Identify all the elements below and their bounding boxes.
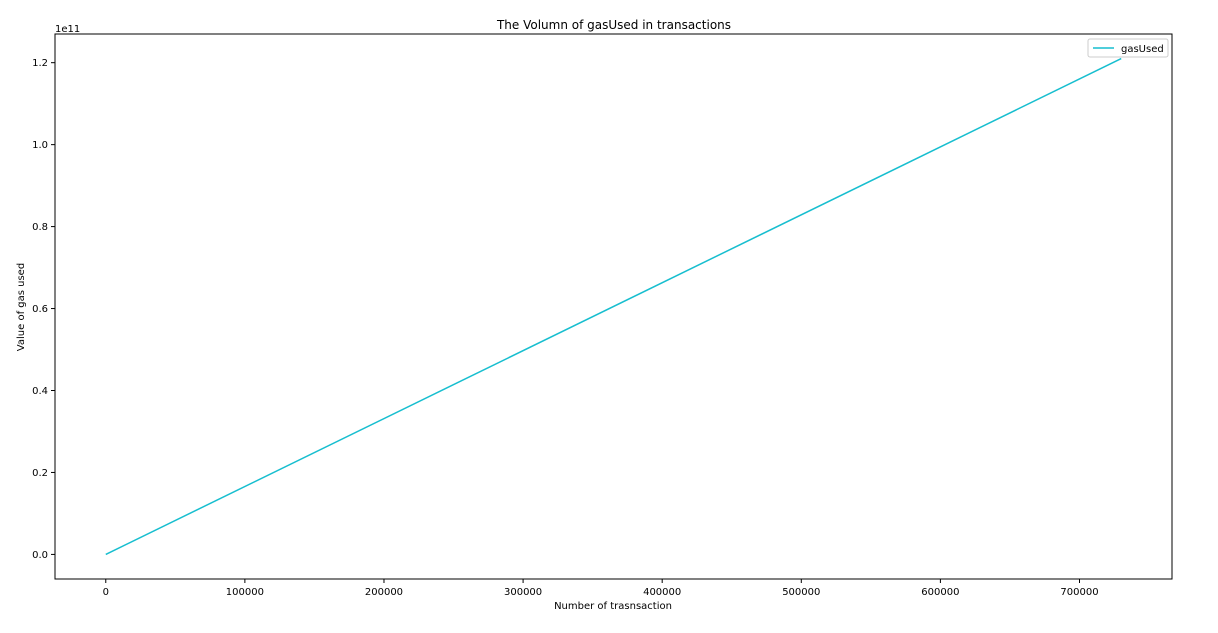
x-tick-label: 400000 bbox=[643, 587, 681, 598]
legend-label-gasused: gasUsed bbox=[1121, 44, 1164, 55]
x-tick-label: 100000 bbox=[226, 587, 264, 598]
y-tick-label: 1.0 bbox=[32, 140, 48, 151]
x-axis-label: Number of trasnsaction bbox=[554, 601, 672, 612]
x-tick-label: 500000 bbox=[782, 587, 820, 598]
y-axis: 0.0 0.2 0.4 0.6 0.8 1.0 1.2 bbox=[32, 58, 55, 561]
series-line-gasused bbox=[105, 57, 1122, 556]
x-axis: 0 100000 200000 300000 400000 500000 600000 700… bbox=[103, 579, 1099, 598]
y-tick-label: 0.2 bbox=[32, 468, 48, 479]
x-tick-label: 200000 bbox=[365, 587, 403, 598]
y-tick-label: 0.0 bbox=[32, 550, 48, 561]
x-tick-label: 600000 bbox=[921, 587, 959, 598]
legend-box bbox=[1087, 38, 1169, 58]
x-tick-label: 300000 bbox=[504, 587, 542, 598]
y-tick-label: 0.6 bbox=[32, 304, 48, 315]
chart-title: The Volumn of gasUsed in transactions bbox=[496, 18, 731, 32]
y-offset-label: 1e11 bbox=[55, 24, 80, 35]
plot-frame bbox=[54, 33, 1173, 580]
y-tick-label: 1.2 bbox=[32, 58, 48, 69]
x-tick-label: 0 bbox=[103, 587, 109, 598]
x-tick-label: 700000 bbox=[1060, 587, 1098, 598]
y-tick-label: 0.8 bbox=[32, 222, 48, 233]
series-layer bbox=[105, 57, 1122, 556]
y-tick-label: 0.4 bbox=[32, 386, 48, 397]
y-axis-label: Value of gas used bbox=[16, 263, 27, 351]
legend: gasUsed bbox=[1087, 38, 1169, 58]
